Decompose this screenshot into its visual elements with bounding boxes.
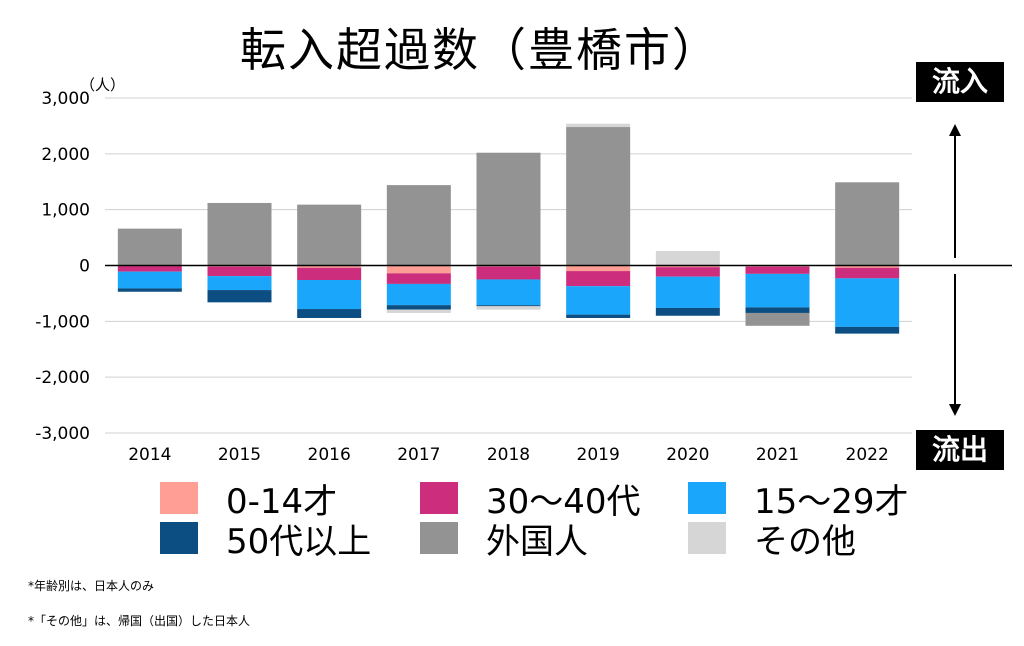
bar-segment [386, 273, 451, 284]
bar-segment [297, 309, 362, 318]
y-tick-label: 3,000 [41, 89, 90, 109]
legend-item: 0-14才 [160, 478, 337, 522]
y-tick-labels: 3,000 2,000 1,000 0 -1,000 -2,000 -3,000 [35, 89, 90, 444]
legend-label: 15〜29才 [754, 481, 909, 522]
legend-swatch [688, 522, 726, 554]
x-tick-label: 2015 [218, 445, 261, 465]
bar-segment [297, 204, 362, 266]
bar-segment [566, 265, 631, 272]
bar-segment [297, 265, 362, 268]
bar-segment [655, 276, 720, 308]
bar-segment [476, 305, 541, 307]
bar-segment [117, 266, 182, 272]
legend-swatch [420, 482, 458, 514]
bar-segment [476, 266, 541, 280]
legend-label: 0-14才 [226, 481, 338, 522]
note-other: *「その他」は、帰国（出国）した日本人 [28, 614, 251, 628]
bar-segment [655, 267, 720, 277]
x-tick-label: 2016 [308, 445, 351, 465]
bar-segment [655, 307, 720, 316]
bar-segment [207, 276, 272, 291]
bar-segment [745, 266, 810, 274]
chart-title: 転入超過数（豊橋市） [240, 23, 720, 77]
bar-segment [566, 286, 631, 315]
legend-item: 50代以上 [160, 518, 371, 562]
bar-segment [386, 185, 451, 266]
legend-label: 50代以上 [226, 521, 372, 562]
x-tick-label: 2017 [397, 445, 440, 465]
flow-arrow-up-head [949, 124, 961, 136]
y-tick-label: 0 [79, 257, 90, 277]
legend-swatch [420, 522, 458, 554]
bar-segment [476, 306, 541, 310]
x-tick-label: 2018 [487, 445, 530, 465]
bar-segment [835, 182, 900, 266]
legend-label: 外国人 [486, 521, 588, 562]
bar-segment [566, 127, 631, 266]
legend-item: 外国人 [420, 518, 588, 562]
bar-segment [207, 266, 272, 277]
legend-label: 30〜40代 [486, 481, 641, 522]
y-tick-label: 2,000 [41, 145, 90, 165]
bar-segment [386, 305, 451, 310]
x-tick-labels: 2014 2015 2016 2017 2018 2019 2020 2021 2022 [128, 445, 889, 465]
legend-item: 15〜29才 [688, 478, 909, 522]
bar-segment [476, 279, 541, 306]
bar-segment [655, 250, 720, 266]
bar-segment [297, 280, 362, 310]
y-tick-label: -3,000 [35, 424, 90, 444]
bar-segment [476, 152, 541, 266]
bar-segment [117, 288, 182, 292]
bar-segment [835, 326, 900, 334]
legend-item: 30〜40代 [420, 478, 641, 522]
y-tick-label: -1,000 [35, 312, 90, 332]
bar-segment [117, 271, 182, 289]
bar-segment [745, 307, 810, 313]
y-axis-label: （人） [80, 76, 125, 94]
bar-segment [655, 265, 720, 268]
note-age: *年齢別は、日本人のみ [28, 579, 155, 593]
bar-segment [835, 265, 900, 268]
bar-segment [386, 265, 451, 274]
legend-label: その他 [754, 521, 856, 562]
bars [117, 123, 900, 334]
bar-segment [207, 290, 272, 303]
bar-segment [297, 267, 362, 281]
bar-segment [745, 273, 810, 308]
bar-segment [566, 314, 631, 318]
bar-segment [386, 283, 451, 306]
legend-swatch [688, 482, 726, 514]
x-tick-label: 2019 [577, 445, 620, 465]
bar-segment [745, 312, 810, 326]
bar-segment [566, 271, 631, 287]
legend-swatch [160, 482, 198, 514]
y-tick-label: -2,000 [35, 368, 90, 388]
legend-item: その他 [688, 518, 856, 562]
x-tick-label: 2014 [128, 445, 171, 465]
bar-segment [835, 267, 900, 279]
flow-arrow-down-head [949, 404, 961, 416]
legend-swatch [160, 522, 198, 554]
bar-segment [207, 202, 272, 266]
bar-segment [566, 123, 631, 128]
x-tick-label: 2022 [846, 445, 889, 465]
x-tick-label: 2021 [756, 445, 799, 465]
bar-segment [835, 278, 900, 327]
bar-segment [386, 309, 451, 313]
bar-segment [117, 228, 182, 266]
y-tick-label: 1,000 [41, 201, 90, 221]
flow-out-badge: 流出 [916, 430, 1004, 470]
x-tick-label: 2020 [666, 445, 709, 465]
flow-in-badge: 流入 [916, 62, 1004, 102]
